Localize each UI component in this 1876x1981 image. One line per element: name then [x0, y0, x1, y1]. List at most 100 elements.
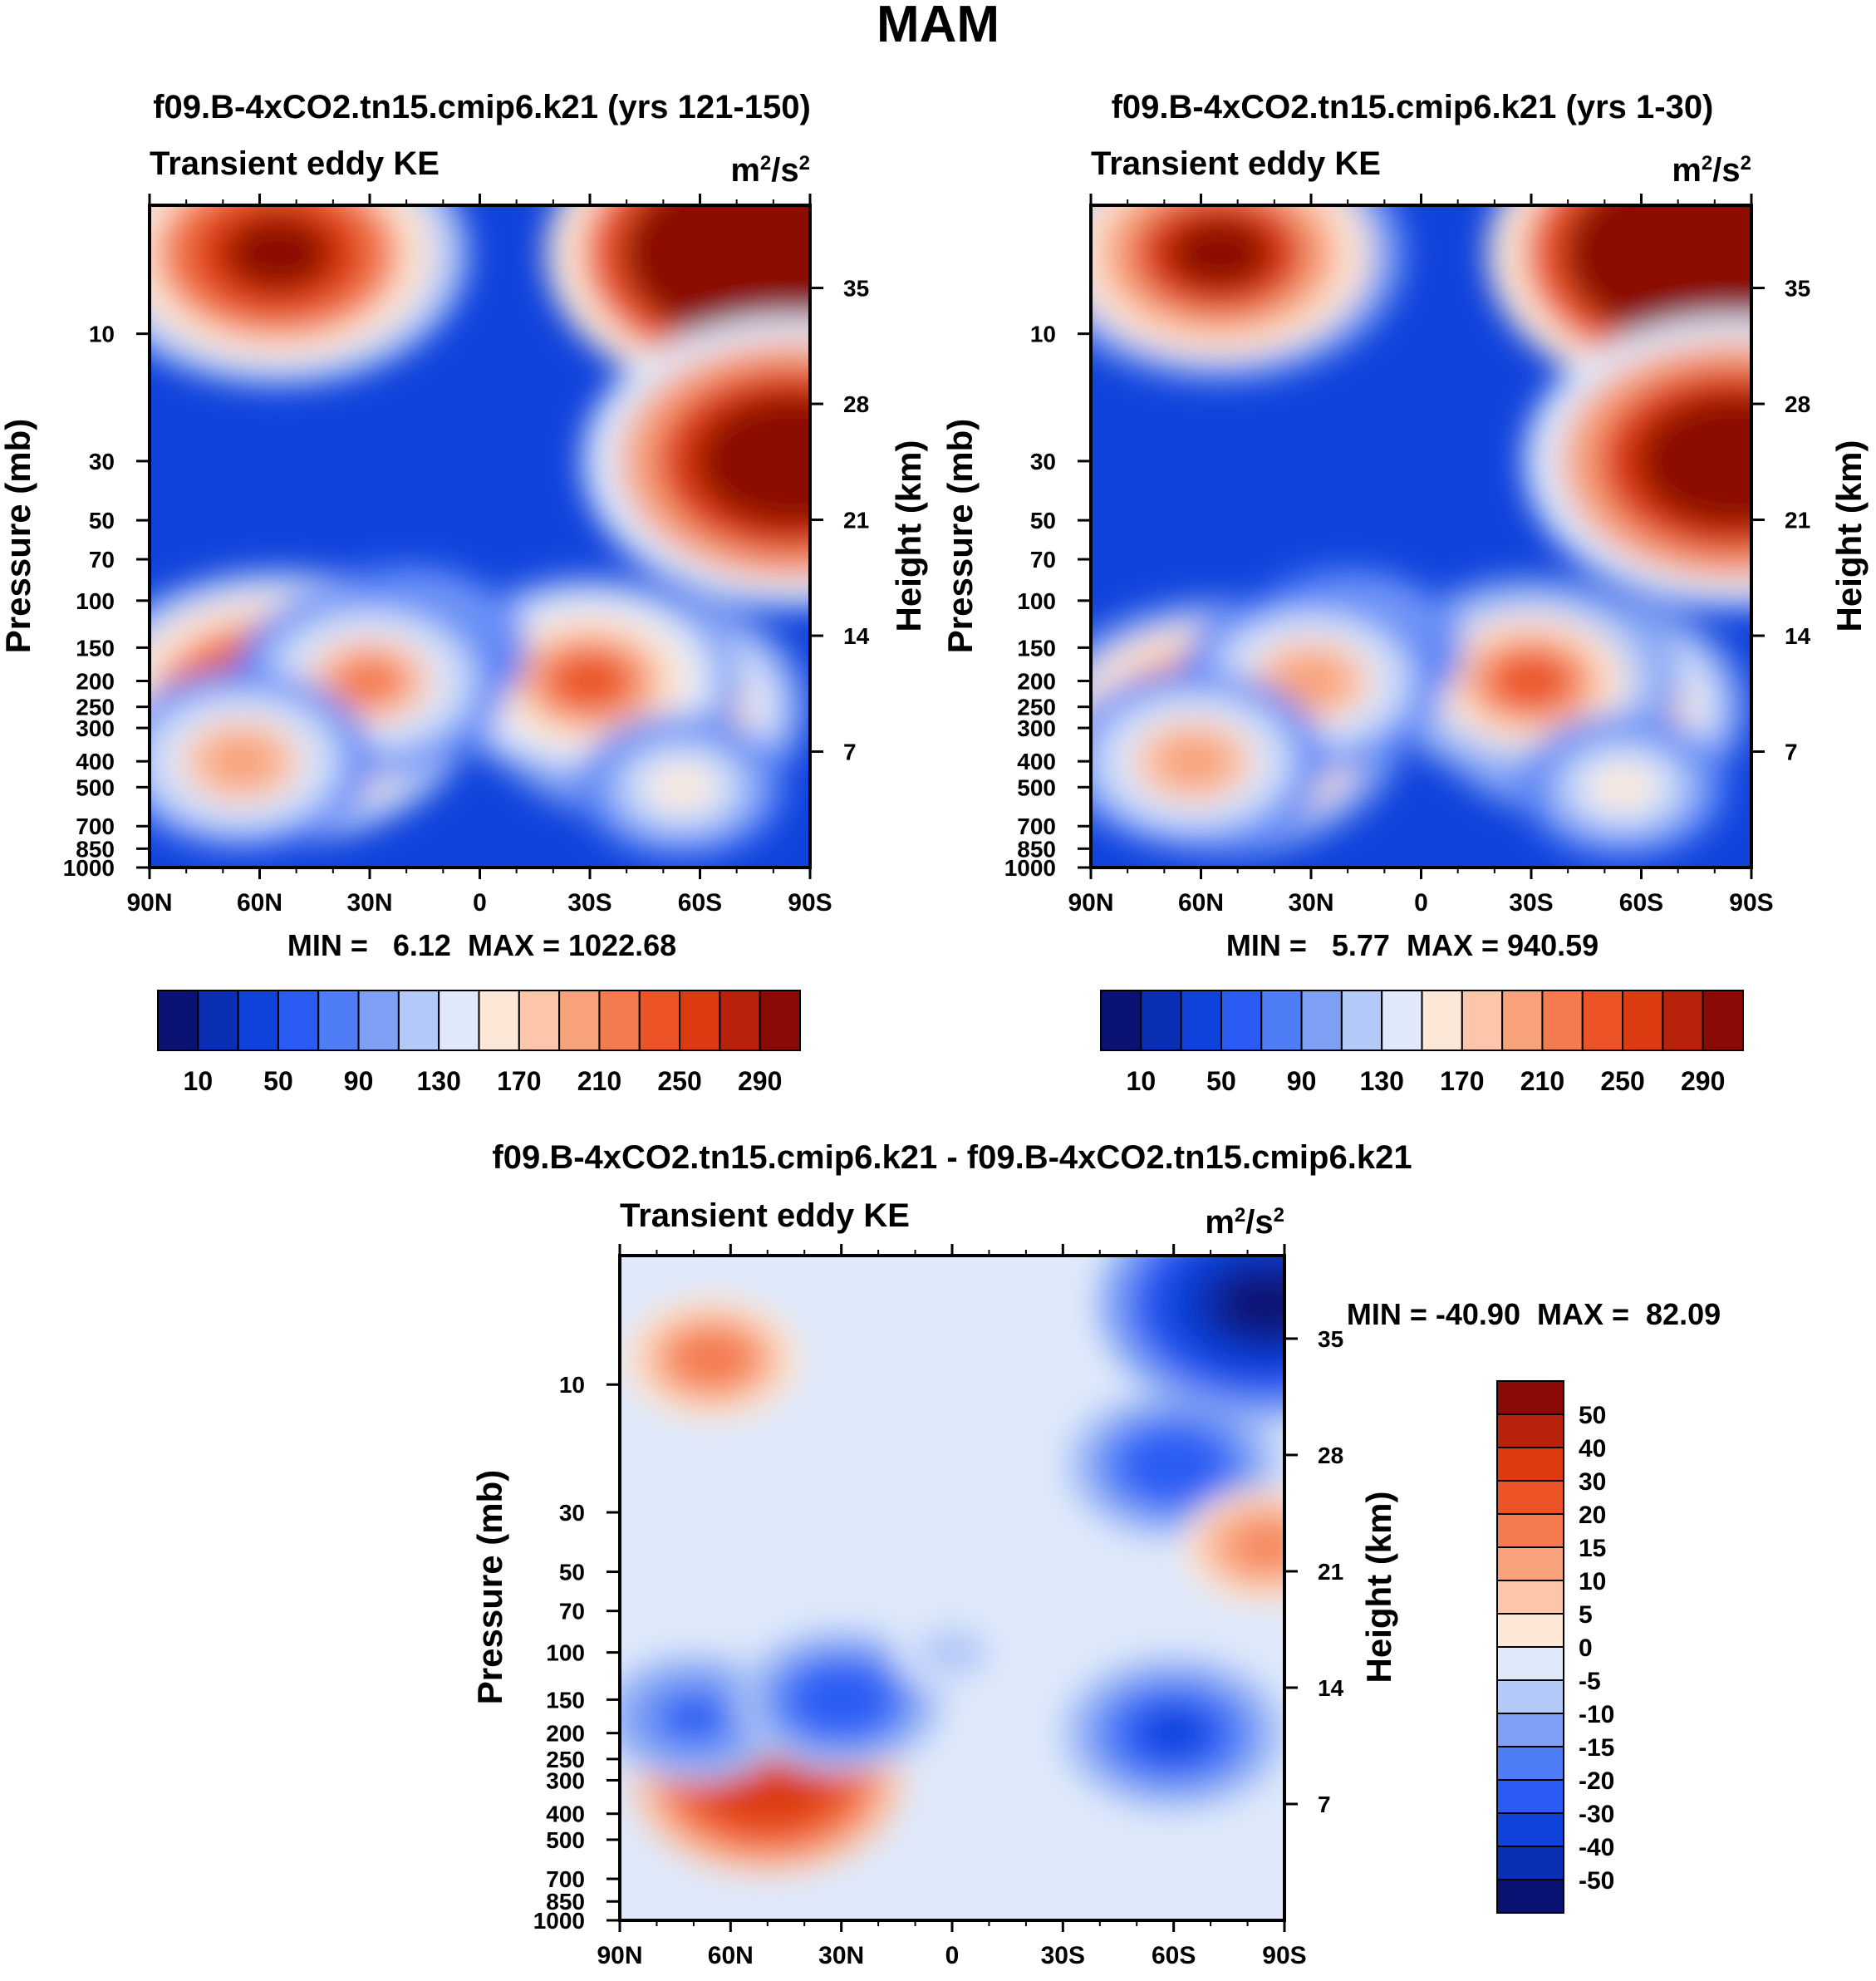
contour-field — [1091, 205, 1751, 868]
contour-level-6-4 — [204, 735, 278, 787]
colorbar-label: 40 — [1579, 1435, 1606, 1462]
y-tick-label: 400 — [76, 749, 115, 774]
x-tick-label: 90N — [126, 889, 172, 917]
y2-tick-label: 14 — [843, 623, 870, 649]
y-tick-label: 1000 — [1004, 855, 1056, 881]
y-tick-label: 200 — [76, 669, 115, 695]
panel-title: f09.B-4xCO2.tn15.cmip6.k21 (yrs 121-150) — [153, 89, 811, 125]
colorbar-label: 15 — [1579, 1535, 1606, 1562]
colorbar-label: -10 — [1579, 1701, 1614, 1728]
x-tick-label: 60S — [1152, 1942, 1196, 1969]
colorbar-cell — [1581, 990, 1624, 1051]
colorbar-cell — [1496, 1380, 1564, 1415]
colorbar-label: 170 — [1440, 1066, 1484, 1096]
y-tick-label: 150 — [546, 1687, 585, 1713]
y2-tick-label: 14 — [1318, 1675, 1344, 1701]
y-tick-label: 700 — [546, 1866, 585, 1892]
colorbar: 10 50 90 130 170 210 250 290 — [1100, 990, 1744, 1096]
y2-tick-label: 35 — [1785, 276, 1810, 302]
contour-level-8-4 — [1674, 420, 1751, 502]
colorbar-label: 50 — [263, 1066, 293, 1096]
variable-label: Transient eddy KE — [620, 1197, 910, 1234]
y-tick-label: 30 — [89, 449, 115, 474]
colorbar-cell — [1496, 1546, 1564, 1581]
y-tick-label: 30 — [1030, 449, 1056, 474]
y2-tick-label: 21 — [1318, 1559, 1343, 1585]
colorbar-cell — [1496, 1879, 1564, 1914]
min-max-stats: MIN = 6.12 MAX = 1022.68 — [287, 928, 676, 962]
units-label: m2/s2 — [730, 152, 810, 189]
contour-level-3-4 — [1142, 1443, 1205, 1487]
variable-label: Transient eddy KE — [150, 145, 440, 182]
contour-level-6-4 — [1242, 1529, 1284, 1562]
y-tick-label: 850 — [76, 836, 115, 862]
colorbar-label: 50 — [1206, 1066, 1236, 1096]
colorbar-cell — [1501, 990, 1544, 1051]
colorbar-cell — [598, 990, 641, 1051]
colorbar-label: -20 — [1579, 1767, 1614, 1795]
colorbar-cell — [157, 990, 199, 1051]
colorbar-label: 10 — [1579, 1568, 1606, 1595]
y-tick-label: 400 — [546, 1802, 585, 1827]
contour-level-7-4 — [812, 1679, 871, 1720]
colorbar-label: 130 — [1359, 1066, 1403, 1096]
x-tick-label: 90S — [1729, 889, 1773, 917]
y-tick-label: 400 — [1017, 749, 1056, 774]
y-tick-label: 500 — [546, 1827, 585, 1853]
colorbar-cell — [1541, 990, 1584, 1051]
y-tick-label: 10 — [1030, 322, 1056, 347]
colorbar-cell — [1260, 990, 1303, 1051]
y2-tick-label: 35 — [1318, 1326, 1343, 1352]
contour-level-4-4 — [1219, 1271, 1284, 1337]
colorbar-cell — [1702, 990, 1744, 1051]
y-tick-label: 700 — [1017, 814, 1056, 839]
colorbar-cell — [1496, 1447, 1564, 1482]
y-tick-label: 100 — [1017, 588, 1056, 614]
min-max-stats: MIN = 5.77 MAX = 940.59 — [1226, 928, 1599, 962]
y2-tick-label: 7 — [843, 740, 857, 765]
colorbar-label: 0 — [1579, 1634, 1593, 1662]
colorbar-label: 210 — [577, 1066, 621, 1096]
colorbar-cell — [759, 990, 801, 1051]
colorbar-cell — [1496, 1613, 1564, 1648]
contour-level-2-4 — [667, 1699, 720, 1736]
y-axis-label: Pressure (mb) — [470, 1470, 509, 1704]
x-tick-label: 60N — [237, 889, 282, 917]
x-tick-label: 60S — [1619, 889, 1663, 917]
panel-difference: f09.B-4xCO2.tn15.cmip6.k21 - f09.B-4xCO2… — [470, 1139, 1721, 1969]
contour-level-8-4 — [733, 420, 810, 502]
contour-plot: 90N 60N 30N 0 30S 60S 90S103050701001502002503… — [533, 1244, 1344, 1969]
colorbar-label: 290 — [738, 1066, 782, 1096]
colorbar-cell — [1461, 990, 1504, 1051]
colorbar-cell — [1340, 990, 1383, 1051]
y2-tick-label: 28 — [1785, 391, 1810, 417]
colorbar-label: 20 — [1579, 1502, 1606, 1529]
y-tick-label: 10 — [89, 322, 115, 347]
y-tick-label: 300 — [76, 715, 115, 741]
colorbar-label: 90 — [344, 1066, 374, 1096]
units-label: m2/s2 — [1672, 152, 1751, 189]
colorbar-cell — [719, 990, 761, 1051]
colorbar-cell — [1496, 1812, 1564, 1847]
colorbar-label: -5 — [1579, 1668, 1601, 1695]
contour-plot: 90N 60N 30N 0 30S 60S 90S103050701001502002503… — [1004, 194, 1811, 917]
y-tick-label: 50 — [1030, 508, 1056, 533]
colorbar-cell — [397, 990, 440, 1051]
y-tick-label: 10 — [559, 1372, 585, 1398]
contour-level-8-4 — [936, 1641, 969, 1664]
colorbar-cell — [197, 990, 239, 1051]
contour-level-6-4 — [1157, 735, 1230, 787]
x-tick-label: 0 — [473, 889, 487, 917]
y-tick-label: 700 — [76, 814, 115, 839]
colorbar-label: 10 — [184, 1066, 214, 1096]
colorbar-cell — [237, 990, 279, 1051]
y-axis-label: Pressure (mb) — [0, 419, 37, 653]
colorbar-cell — [1381, 990, 1423, 1051]
y-tick-label: 850 — [1017, 836, 1056, 862]
x-tick-label: 60S — [678, 889, 722, 917]
y2-tick-label: 21 — [843, 508, 869, 533]
y-tick-label: 70 — [559, 1599, 585, 1625]
panel-upper-right: f09.B-4xCO2.tn15.cmip6.k21 (yrs 1-30) Tr… — [940, 89, 1869, 1096]
colorbar-cell — [277, 990, 320, 1051]
